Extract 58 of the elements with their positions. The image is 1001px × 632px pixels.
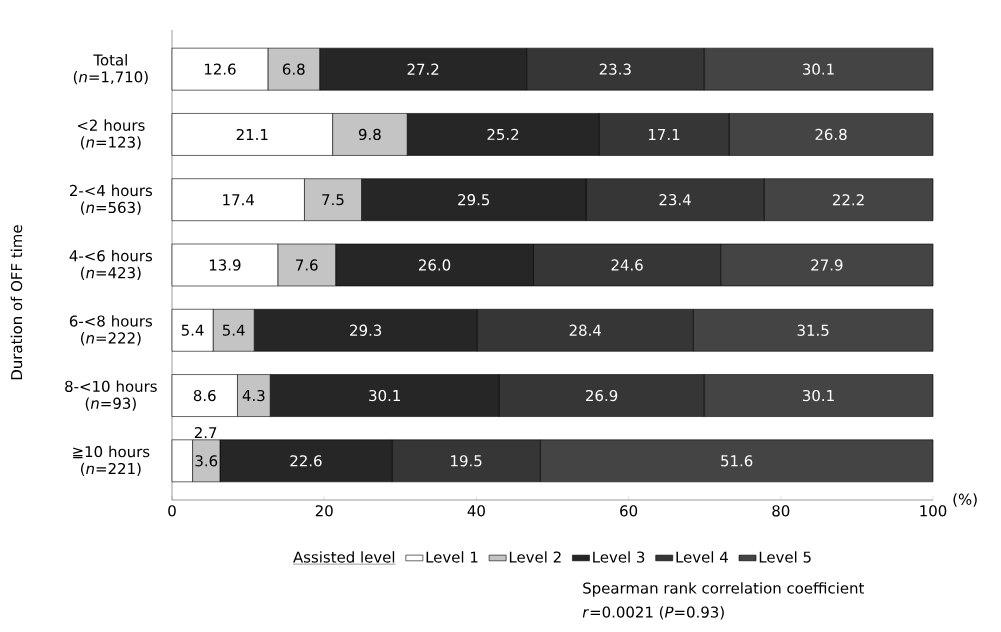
data-label: 7.5 [322,194,344,206]
legend-label: Level 5 [759,551,811,563]
data-label: 4.3 [242,389,265,402]
text: r=0.0021 (P=0.93) [582,606,724,620]
y-tick-label: 4-<6 hours (n=423) [69,249,153,281]
y-tick-label: <2 hours (n=123) [77,119,145,150]
data-label: 26.9 [586,389,618,402]
data-label: 51.6 [721,455,753,467]
x-tick-label: 80 [772,505,790,517]
data-label: 29.5 [458,194,490,206]
data-label: 28.4 [569,324,602,336]
data-label: 26.0 [419,259,451,271]
y-tick-label: Total (n=1,710) [73,54,148,85]
y-tick-label: 2-<4 hours (n=563) [69,184,153,215]
y-axis-title: Duration of OFF time [10,225,23,380]
data-label: 9.8 [358,128,381,141]
y-tick-label: 8-<10 hours (n=93) [65,380,157,411]
data-label: 31.5 [797,324,829,336]
data-label: 29.3 [350,324,382,336]
data-label: 30.1 [802,389,834,402]
data-label: 3.6 [195,455,218,467]
data-label: 6.8 [282,63,305,75]
data-label: 21.1 [236,128,268,140]
x-tick-label: 40 [467,505,485,517]
x-axis-title: (%) [953,493,977,507]
data-label: 7.6 [296,259,318,271]
x-tick-label: 20 [315,505,333,517]
data-label: 22.2 [833,194,864,206]
data-label: 23.3 [599,63,631,75]
data-label: 26.8 [815,128,847,141]
data-label: 12.6 [204,63,236,75]
y-tick-label: 6-<8 hours (n=222) [69,315,153,346]
data-label: 30.1 [802,63,834,75]
data-label: 8.6 [193,389,216,402]
data-label: 22.6 [290,455,322,467]
legend-label: Level 4 [676,551,728,563]
x-tick-label: 0 [168,505,176,517]
y-tick-label: ≧10 hours (n=221) [73,445,150,476]
data-label: 5.4 [181,324,204,336]
x-tick-label: 100 [920,505,947,517]
data-label: 5.4 [222,324,245,336]
data-label: 17.4 [223,194,255,206]
data-label: 24.6 [611,259,643,271]
x-tick-label: 60 [620,505,638,517]
text: Spearman rank correlation coefficient [583,582,865,597]
data-label: 30.1 [369,389,400,402]
legend-label: Level 2 [509,551,561,563]
data-label: 19.5 [451,455,482,467]
data-label: 13.9 [209,259,241,271]
legend-title: Assisted level [293,551,395,563]
legend-label: Level 3 [593,551,645,563]
data-label: 2.7 [194,426,217,439]
data-label: 27.9 [811,259,843,271]
data-label: 23.4 [659,194,691,206]
data-label: 27.2 [407,63,439,75]
legend-label: Level 1 [426,551,478,563]
data-label: 25.2 [487,128,519,141]
data-label: 17.1 [649,128,680,140]
